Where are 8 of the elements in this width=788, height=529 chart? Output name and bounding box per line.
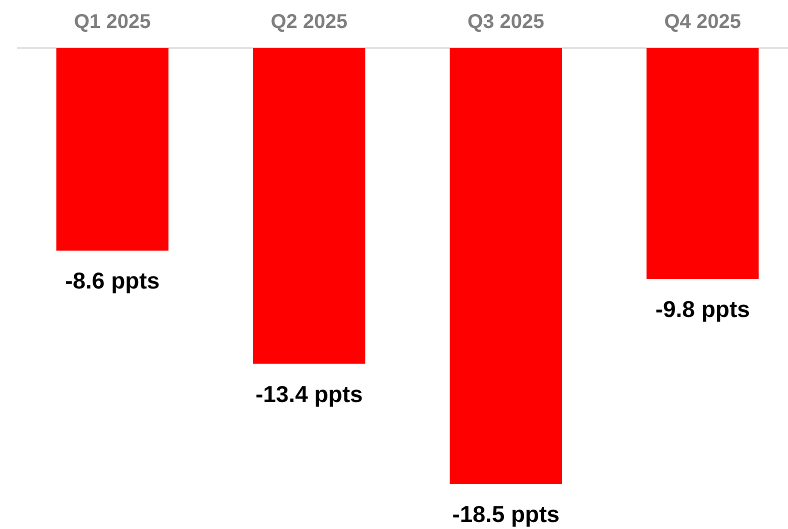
data-label: -9.8 ppts [655, 296, 750, 322]
data-label: -18.5 ppts [452, 501, 560, 527]
data-label: -8.6 ppts [65, 268, 160, 294]
data-label: -13.4 ppts [255, 380, 363, 407]
x-tick-label: Q2 2025 [270, 11, 348, 33]
x-tick-label: Q1 2025 [74, 11, 151, 33]
x-tick-label: Q3 2025 [468, 11, 544, 33]
x-tick-label: Q4 2025 [664, 11, 741, 33]
